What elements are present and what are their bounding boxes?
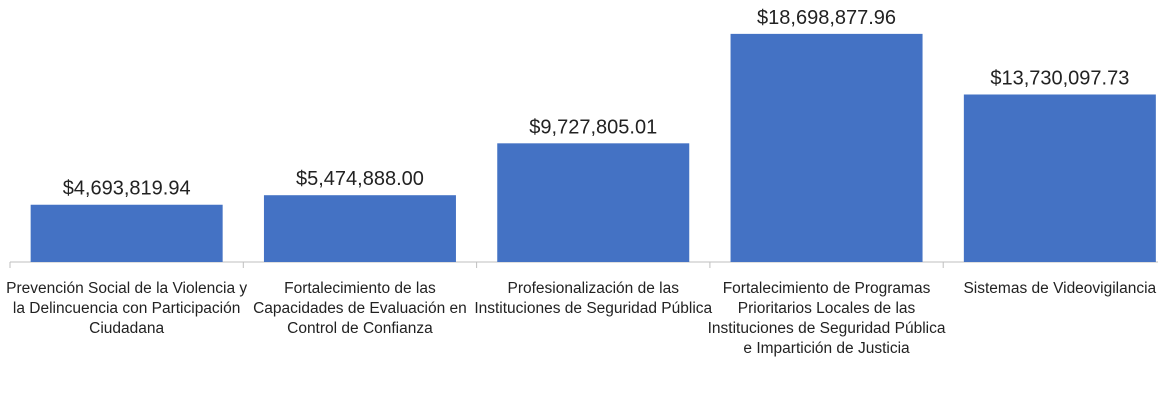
bar bbox=[263, 195, 456, 262]
x-tick-label: Prevención Social de la Violencia y la D… bbox=[6, 280, 248, 337]
value-label: $5,474,888.00 bbox=[296, 168, 424, 190]
bar bbox=[30, 204, 223, 262]
x-tick-label: Fortalecimiento de las Capacidades de Ev… bbox=[253, 280, 467, 337]
value-label: $13,730,097.73 bbox=[990, 67, 1129, 89]
value-label: $18,698,877.96 bbox=[757, 7, 896, 29]
x-tick-label: Fortalecimiento de Programas Prioritario… bbox=[707, 280, 946, 357]
x-tick-label: Profesionalización de las Instituciones … bbox=[474, 280, 713, 317]
bar bbox=[730, 33, 923, 262]
value-label: $4,693,819.94 bbox=[63, 178, 191, 200]
x-tick-label: Sistemas de Videovigilancia bbox=[963, 280, 1157, 297]
value-label: $9,727,805.01 bbox=[529, 116, 657, 138]
bar bbox=[497, 143, 690, 262]
bar bbox=[963, 94, 1156, 263]
